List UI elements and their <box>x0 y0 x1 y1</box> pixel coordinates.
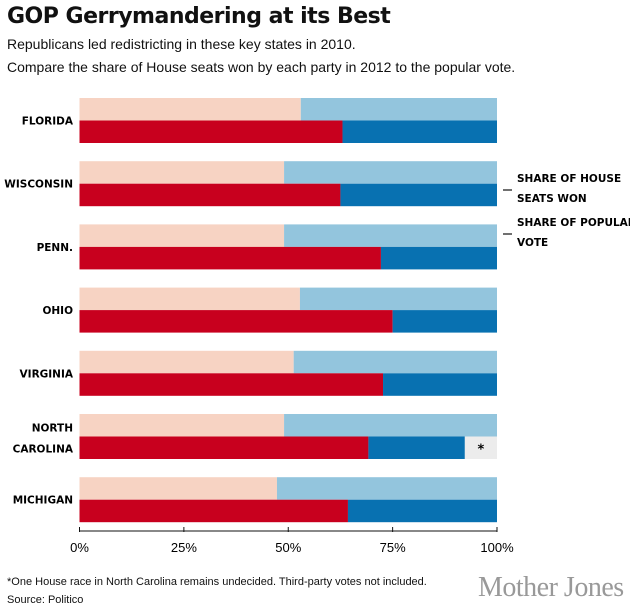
bar-house-seats-dem <box>368 436 465 459</box>
footnote: *One House race in North Carolina remain… <box>7 576 427 588</box>
legend-label: SEATS WON <box>517 193 587 205</box>
bar-popular-vote-dem <box>276 477 497 500</box>
bar-house-seats-gop <box>79 436 369 459</box>
category-label: FLORIDA <box>22 116 74 128</box>
category-label: CAROLINA <box>13 444 74 456</box>
bar-house-seats-dem <box>347 499 497 523</box>
bar-popular-vote-gop <box>79 414 285 437</box>
bar-popular-vote-gop <box>79 477 277 500</box>
subtitle-1: Republicans led redistricting in these k… <box>7 36 356 52</box>
legend-label: VOTE <box>517 237 548 249</box>
x-tick-label: 0% <box>70 540 89 555</box>
bar-popular-vote-dem <box>300 98 497 121</box>
bar-popular-vote-gop <box>79 350 294 374</box>
x-tick-label: 100% <box>480 540 514 555</box>
bar-house-seats-undecided <box>464 436 497 459</box>
bar-popular-vote-dem <box>293 350 497 374</box>
bar-house-seats-gop <box>79 499 348 523</box>
bar-house-seats-dem <box>340 183 497 207</box>
bar-house-seats-gop <box>79 246 381 270</box>
legend-label: SHARE OF POPULAR <box>517 217 630 229</box>
x-tick-label: 50% <box>275 540 301 555</box>
chart-title: GOP Gerrymandering at its Best <box>7 4 391 29</box>
category-label: WISCONSIN <box>4 179 73 191</box>
x-tick-label: 25% <box>171 540 197 555</box>
category-label: VIRGINIA <box>20 368 74 380</box>
category-label: NORTH <box>32 423 73 435</box>
undecided-mark: * <box>478 443 485 458</box>
bar-popular-vote-dem <box>299 287 497 311</box>
bar-house-seats-dem <box>380 246 497 270</box>
bar-popular-vote-dem <box>284 161 497 184</box>
logo: Mother Jones <box>478 572 624 603</box>
bar-house-seats-gop <box>79 183 341 207</box>
bar-house-seats-dem <box>383 373 497 396</box>
bar-popular-vote-gop <box>79 161 285 184</box>
subtitle-2: Compare the share of House seats won by … <box>7 59 516 75</box>
bar-house-seats-gop <box>79 310 393 333</box>
bar-house-seats-gop <box>79 120 343 143</box>
bar-popular-vote-gop <box>79 224 285 247</box>
bar-house-seats-dem <box>342 120 497 143</box>
bar-popular-vote-gop <box>79 98 301 121</box>
legend-label: SHARE OF HOUSE <box>517 173 621 185</box>
category-label: OHIO <box>42 305 73 317</box>
bar-house-seats-gop <box>79 373 384 396</box>
bar-popular-vote-gop <box>79 287 300 311</box>
bar-popular-vote-dem <box>284 224 497 247</box>
x-tick-label: 75% <box>380 540 406 555</box>
bar-house-seats-dem <box>392 310 497 333</box>
bar-popular-vote-dem <box>284 414 497 437</box>
category-label: PENN. <box>37 242 73 254</box>
source: Source: Politico <box>7 594 84 606</box>
category-label: MICHIGAN <box>13 495 73 507</box>
